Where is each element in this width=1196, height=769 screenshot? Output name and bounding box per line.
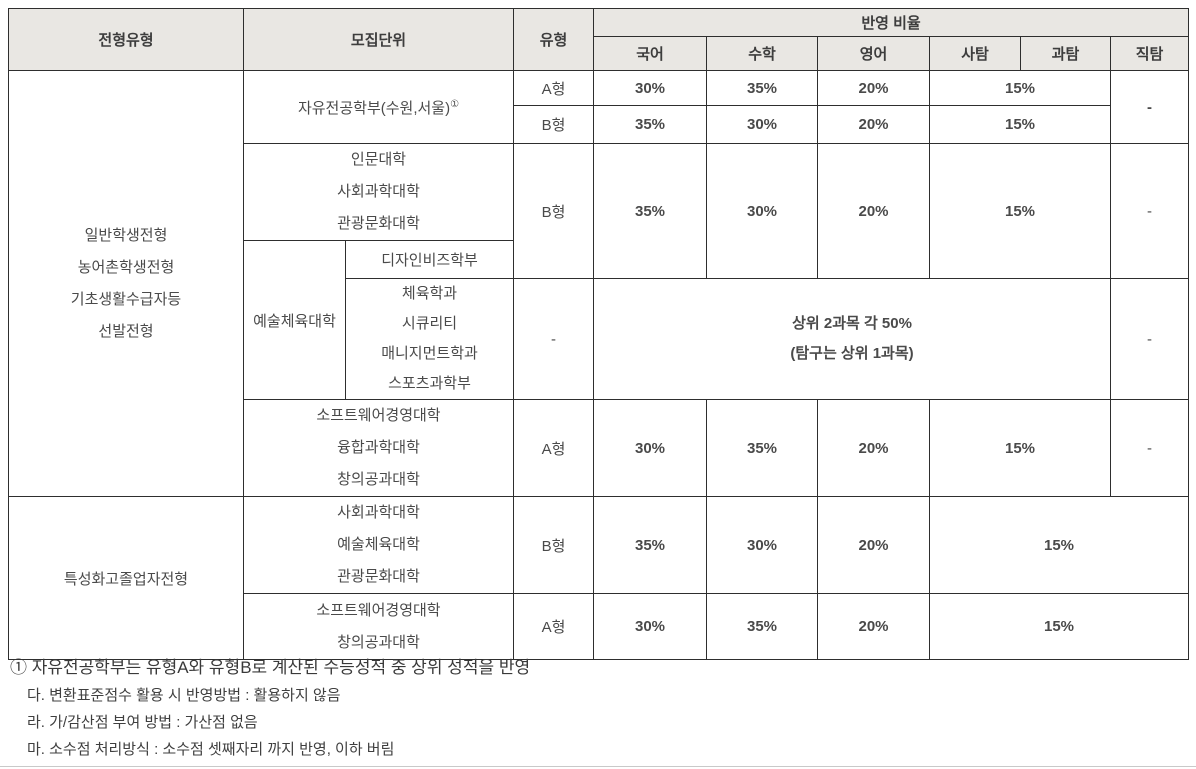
cell-type: - — [513, 278, 595, 400]
header-reflection-ratio: 반영 비율 — [593, 8, 1190, 37]
unit-line: 인문대학 — [350, 151, 407, 168]
table-row: 소프트웨어경영대학 융합과학대학 창의공과대학 A형 30% 35% 20% 1… — [9, 399, 1190, 497]
header-admission-type: 전형유형 — [8, 8, 244, 71]
header-subject-vocational: 직탐 — [1110, 36, 1190, 71]
cell-units-vocational-b: 사회과학대학 예술체육대학 관광문화대학 — [242, 496, 515, 594]
cell-vocational-ratio: - — [1110, 70, 1190, 144]
cell-vocational-ratio: - — [1110, 399, 1190, 497]
unit-line: 소프트웨어경영대학 — [316, 407, 441, 424]
unit-liberal-label: 자유전공학부(수원,서울) — [297, 99, 451, 117]
unit-line: 융합과학대학 — [337, 439, 420, 456]
cell-english-ratio: 20% — [817, 496, 931, 594]
admission-type-line: 농어촌학생전형 — [77, 258, 175, 276]
cell-tamgu-ratio: 15% — [929, 105, 1112, 144]
cell-type: B형 — [513, 143, 595, 279]
cell-tamgu-ratio: 15% — [929, 593, 1190, 660]
cell-vocational-ratio: - — [1110, 278, 1190, 400]
cell-tamgu-ratio: 15% — [929, 496, 1190, 594]
cell-korean-ratio: 30% — [593, 399, 708, 497]
footnote-item: 다. 변환표준점수 활용 시 반영방법 : 활용하지 않음 — [27, 687, 341, 704]
unit-line: 사회과학대학 — [337, 504, 420, 521]
cell-units-humanities: 인문대학 사회과학대학 관광문화대학 — [242, 143, 515, 241]
unit-line: 스포츠과학부 — [388, 375, 471, 392]
unit-line: 시큐리티 — [401, 315, 458, 332]
cell-math-ratio: 30% — [706, 105, 819, 144]
cell-korean-ratio: 35% — [593, 143, 708, 279]
cell-type: A형 — [513, 399, 595, 497]
cell-english-ratio: 20% — [817, 70, 931, 106]
unit-line: 예술체육대학 — [337, 536, 420, 553]
table-row: B형 35% 30% 20% 15% — [9, 105, 1189, 144]
cell-english-ratio: 20% — [817, 143, 931, 279]
cell-tamgu-ratio: 15% — [929, 143, 1112, 279]
cell-english-ratio: 20% — [817, 593, 931, 660]
table-row: 특성화고졸업자전형 사회과학대학 예술체육대학 관광문화대학 B형 35% 30… — [8, 496, 1190, 660]
cell-tamgu-ratio: 15% — [929, 70, 1112, 106]
footnote-item: 마. 소수점 처리방식 : 소수점 셋째자리 까지 반영, 이하 버림 — [27, 741, 395, 758]
header-subject-english: 영어 — [817, 36, 931, 71]
cell-korean-ratio: 35% — [593, 105, 708, 144]
cell-unit-liberal: 자유전공학부(수원,서울)① — [242, 70, 515, 144]
cell-korean-ratio: 35% — [593, 496, 708, 594]
cell-english-ratio: 20% — [817, 399, 931, 497]
footnotes: ① 자유전공학부는 유형A와 유형B로 계산된 수능성적 중 상위 성적을 반영… — [10, 658, 1110, 768]
table-row: 소프트웨어경영대학 창의공과대학 A형 30% 35% 20% 15% — [9, 593, 1190, 660]
table-row: 인문대학 사회과학대학 관광문화대학 B형 35% 30% 20% 15% - — [9, 143, 1190, 279]
header-subject-science: 과탐 — [1020, 36, 1112, 71]
cell-vocational-admission-type: 특성화고졸업자전형 — [8, 496, 244, 660]
header-type: 유형 — [513, 8, 595, 71]
cell-korean-ratio: 30% — [593, 70, 708, 106]
unit-line: 사회과학대학 — [337, 183, 420, 200]
table-row: 예술체육대학 디자인비즈학부 — [9, 240, 1189, 400]
merged-rule-line: 상위 2과목 각 50% — [792, 315, 912, 332]
cell-general-admission-types: 일반학생전형 농어촌학생전형 기초생활수급자등 선발전형 — [8, 70, 244, 497]
cell-math-ratio: 30% — [706, 496, 819, 594]
cell-type: B형 — [513, 496, 595, 594]
header-row-1: 전형유형 모집단위 유형 반영 비율 — [8, 8, 1190, 71]
header-recruitment-unit: 모집단위 — [242, 8, 515, 71]
admission-type-line: 일반학생전형 — [84, 226, 168, 244]
cell-units-vocational-a: 소프트웨어경영대학 창의공과대학 — [242, 593, 515, 660]
cell-type: A형 — [513, 593, 595, 660]
footnote-mark: ① — [450, 98, 460, 110]
unit-line: 소프트웨어경영대학 — [316, 601, 441, 619]
cell-tamgu-ratio: 15% — [929, 399, 1112, 497]
header-subject-math: 수학 — [706, 36, 819, 71]
header-subject-social: 사탐 — [929, 36, 1022, 71]
cell-type: B형 — [513, 105, 595, 144]
cell-unit-design: 디자인비즈학부 — [344, 240, 515, 279]
unit-line: 창의공과대학 — [337, 633, 420, 651]
header-row-2: 국어 수학 영어 사탐 과탐 직탐 — [9, 36, 1190, 71]
admission-type-line: 기초생활수급자등 — [70, 290, 182, 308]
cell-units-sports: 체육학과 시큐리티 매니지먼트학과 스포츠과학부 — [344, 278, 515, 400]
cell-units-software: 소프트웨어경영대학 융합과학대학 창의공과대학 — [242, 399, 515, 497]
admission-type-line: 선발전형 — [98, 322, 154, 340]
footnote-item: 라. 가/감산점 부여 방법 : 가산점 없음 — [27, 714, 258, 731]
unit-line: 관광문화대학 — [337, 568, 420, 585]
unit-line: 창의공과대학 — [337, 471, 420, 488]
bottom-divider — [0, 766, 1196, 767]
table-row: 일반학생전형 농어촌학생전형 기초생활수급자등 선발전형 자유전공학부(수원,서… — [8, 70, 1190, 497]
admission-ratio-table: 전형유형 모집단위 유형 반영 비율 국어 수학 영어 사탐 과탐 직탐 일반학… — [8, 8, 1190, 660]
unit-line: 관광문화대학 — [337, 215, 420, 232]
cell-math-ratio: 35% — [706, 593, 819, 660]
merged-rule-line: (탐구는 상위 1과목) — [790, 345, 914, 362]
footnote-main: ① 자유전공학부는 유형A와 유형B로 계산된 수능성적 중 상위 성적을 반영 — [10, 658, 531, 677]
cell-math-ratio: 35% — [706, 399, 819, 497]
cell-math-ratio: 30% — [706, 143, 819, 279]
cell-english-ratio: 20% — [817, 105, 931, 144]
cell-korean-ratio: 30% — [593, 593, 708, 660]
unit-line: 매니지먼트학과 — [381, 345, 478, 362]
unit-line: 체육학과 — [401, 285, 458, 302]
header-subject-korean: 국어 — [593, 36, 708, 71]
cell-college-arts-sports: 예술체육대학 — [243, 240, 346, 400]
cell-type: A형 — [513, 70, 595, 106]
cell-math-ratio: 35% — [706, 70, 819, 106]
cell-merged-rule: 상위 2과목 각 50% (탐구는 상위 1과목) — [593, 278, 1112, 400]
cell-vocational-ratio: - — [1110, 143, 1190, 279]
table-row: 체육학과 시큐리티 매니지먼트학과 스포츠과학부 - 상위 2과목 각 50% … — [9, 278, 1190, 400]
